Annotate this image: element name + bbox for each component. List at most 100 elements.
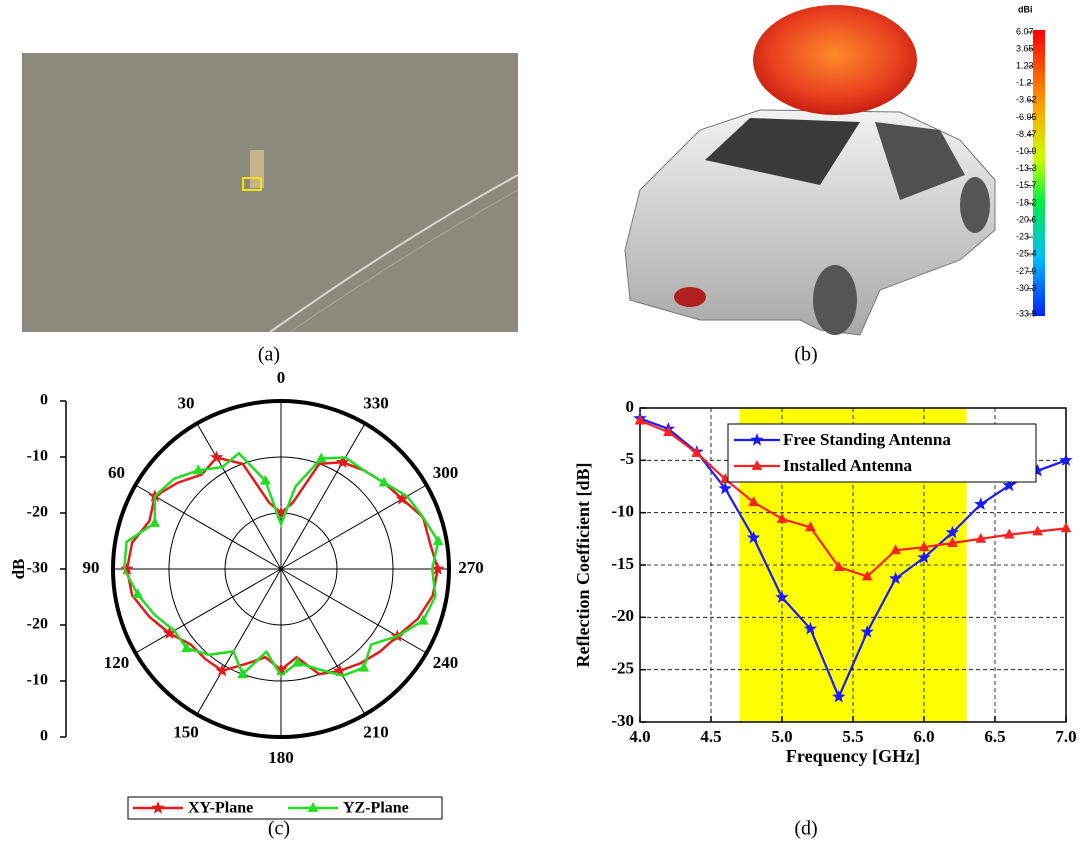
point: [746, 530, 761, 544]
y-tick-label: -5: [620, 449, 634, 468]
point: [132, 588, 144, 599]
grid-spoke: [280, 568, 366, 715]
r-tick-label: -10: [27, 448, 48, 465]
grid-spoke: [280, 568, 427, 654]
point: [1030, 463, 1045, 477]
point: [803, 621, 818, 635]
colorbar-tick-label: 1.23: [1016, 61, 1034, 71]
legend-label: YZ-Plane: [343, 800, 409, 817]
x-tick-label: 7.0: [1055, 727, 1076, 746]
series-line: [639, 419, 1067, 578]
theta-tick-label: 330: [363, 393, 389, 412]
r-tick-label: -30: [27, 560, 48, 577]
point: [378, 476, 390, 487]
point: [775, 590, 789, 604]
theta-tick-label: 240: [433, 653, 459, 672]
theta-tick-label: 0: [277, 368, 286, 387]
point: [917, 550, 931, 564]
theta-tick-label: 60: [108, 463, 125, 482]
x-tick-label: 6.5: [984, 727, 1005, 746]
r-tick-label: 0: [40, 392, 48, 409]
y-tick-label: -10: [611, 502, 634, 521]
point: [1002, 478, 1016, 492]
theta-tick-label: 30: [178, 393, 195, 412]
grid-spoke: [196, 423, 282, 570]
colorbar-tick-label: 6.07: [1016, 26, 1034, 36]
panel-label: (a): [258, 344, 280, 366]
point: [292, 656, 303, 667]
colorbar-tick-label: -23: [1016, 231, 1029, 241]
point: [832, 689, 846, 703]
point: [333, 663, 347, 677]
colorbar-tick-label: -20.6: [1016, 215, 1037, 225]
grid-spoke: [280, 423, 366, 570]
x-tick-label: 4.0: [629, 727, 650, 746]
r-tick-label: -20: [27, 616, 48, 633]
point: [395, 492, 409, 505]
colorbar-tick-label: -10.9: [1016, 146, 1037, 156]
series-line: [639, 417, 1067, 700]
theta-tick-label: 90: [83, 558, 100, 577]
colorbar-tick-label: -18.2: [1016, 198, 1037, 208]
point: [890, 544, 901, 555]
colorbar-tick-label: -30.3: [1016, 283, 1037, 293]
point: [833, 561, 845, 571]
legend-marker: [307, 802, 319, 812]
point: [945, 525, 960, 539]
r-tick-label: -10: [27, 672, 48, 689]
x-tick-label: 5.0: [771, 727, 792, 746]
point: [805, 521, 816, 532]
colorbar-tick-label: -15.7: [1016, 180, 1037, 190]
colorbar-tick-label: 3.65: [1016, 43, 1034, 53]
grid-spoke: [135, 568, 282, 654]
y-tick-label: -25: [611, 659, 634, 678]
y-tick-label: -20: [611, 606, 634, 625]
render-b: [624, 5, 1045, 336]
legend-marker: [750, 433, 764, 446]
colorbar-title: dBi: [1018, 4, 1033, 14]
point: [358, 661, 370, 672]
r-tick-label: -20: [27, 504, 48, 521]
theta-tick-label: 210: [363, 722, 389, 741]
legend-box: [727, 423, 1037, 483]
theta-tick-label: 120: [104, 653, 130, 672]
legend-marker: [751, 460, 763, 470]
point: [181, 642, 193, 653]
point: [691, 447, 703, 457]
legend-box: [127, 796, 443, 820]
point: [860, 625, 874, 638]
x-axis-label: Frequency [GHz]: [786, 746, 920, 766]
colorbar-tick-label: -6.05: [1016, 112, 1037, 122]
point: [1059, 453, 1073, 466]
point: [215, 663, 229, 677]
point: [192, 464, 204, 475]
point: [748, 496, 759, 507]
point: [1003, 528, 1015, 539]
panel-label: (d): [794, 818, 817, 840]
point: [237, 668, 249, 679]
point: [947, 537, 958, 547]
point: [663, 426, 674, 436]
point: [776, 512, 788, 523]
point: [1060, 522, 1072, 533]
x-tick-label: 5.5: [842, 727, 863, 746]
y-tick-label: 0: [626, 397, 635, 416]
point: [417, 614, 429, 625]
point: [162, 626, 177, 640]
theta-tick-label: 180: [268, 748, 294, 767]
point: [634, 414, 646, 425]
photo-a: [22, 53, 519, 333]
point: [315, 452, 327, 463]
y-tick-label: -15: [611, 554, 634, 573]
colorbar-tick-label: -1.2: [1016, 78, 1032, 88]
x-tick-label: 6.0: [913, 727, 934, 746]
point: [149, 517, 161, 527]
legend-marker: [151, 801, 165, 814]
colorbar-tick-label: -25.4: [1016, 248, 1037, 258]
series-line: [122, 451, 440, 678]
grid-spoke: [135, 484, 282, 570]
point: [975, 532, 987, 543]
plot-frame: [639, 407, 1067, 723]
point: [274, 506, 288, 519]
